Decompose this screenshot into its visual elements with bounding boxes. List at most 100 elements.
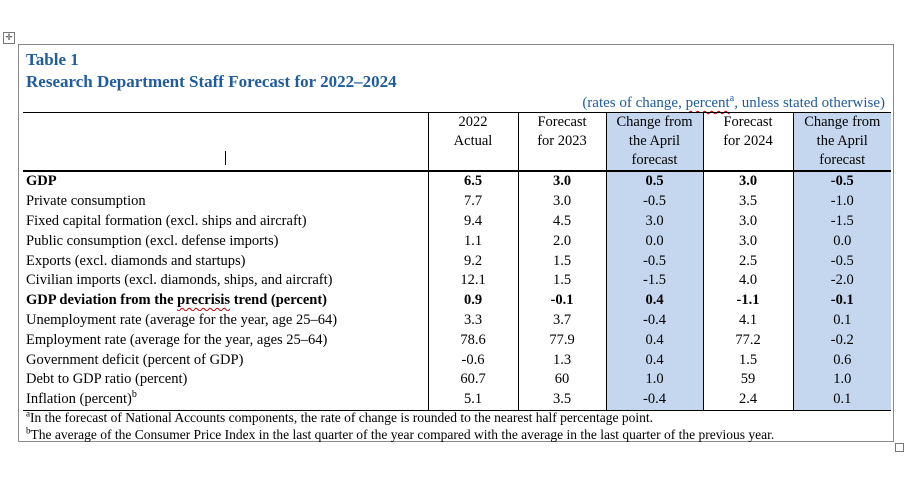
row-label: Exports (excl. diamonds and startups) — [26, 252, 246, 269]
units-note-prefix: (rates of change, — [582, 95, 686, 111]
value-cell: 1.5 — [517, 251, 606, 271]
value-cell: -1.5 — [792, 211, 891, 232]
value-cell: 1.5 — [517, 270, 606, 291]
row-label: Unemployment rate (average for the year,… — [26, 311, 338, 328]
value-cell: 3.3 — [427, 310, 518, 331]
column-header-line: forecast — [631, 152, 678, 168]
label-superscript: b — [131, 389, 137, 401]
column-header-1: Forecast for 2023 — [517, 112, 606, 172]
value-cell: -1.0 — [792, 191, 891, 212]
value-cell: 12.1 — [427, 270, 518, 291]
value-cell: 9.2 — [427, 251, 518, 271]
value-cell: 2.4 — [702, 389, 793, 411]
table-subtitle: Research Department Staff Forecast for 2… — [26, 72, 397, 91]
table-frame: Table 1 Research Department Staff Foreca… — [18, 44, 894, 442]
header-label-cell — [23, 112, 428, 172]
units-note-sup: a — [729, 93, 735, 104]
header-row: 2022 Actual Forecast for 2023 Change from t… — [23, 112, 891, 172]
value-cell: 0.5 — [605, 171, 703, 192]
value-cell: 3.0 — [605, 211, 703, 232]
row-label: Inflation (percent)b — [23, 389, 428, 411]
column-header-line: 2022 — [458, 114, 488, 130]
row-label: Civilian imports (excl. diamonds, ships,… — [26, 272, 333, 289]
footnote-mark: a — [26, 408, 30, 419]
column-header-line: for 2023 — [537, 133, 587, 149]
table-row: Debt to GDP ratio (percent) 60.7 60 1.0 59 1.… — [23, 369, 891, 390]
row-label: GDP deviation from the precrisis trend (… — [26, 292, 327, 309]
value-cell: -1.1 — [702, 290, 793, 311]
value-cell: 7.7 — [427, 191, 518, 212]
row-label: Government deficit (percent of GDP) — [26, 351, 244, 368]
value-cell: -0.5 — [792, 171, 891, 192]
row-label: Public consumption (excl. defense import… — [26, 232, 279, 249]
table-row: Civilian imports (excl. diamonds, ships,… — [23, 270, 891, 291]
value-cell: 0.0 — [792, 231, 891, 252]
table-row: Employment rate (average for the year, a… — [23, 330, 891, 351]
footnote-mark: b — [26, 425, 31, 436]
column-header-line: Forecast — [537, 114, 587, 130]
value-cell: -0.5 — [792, 251, 891, 271]
table-row: GDP 6.5 3.0 0.5 3.0 -0.5 — [23, 171, 891, 192]
units-note-percent: percent — [685, 95, 730, 111]
value-cell: 0.0 — [605, 231, 703, 252]
value-cell: 0.9 — [427, 290, 518, 311]
table-row: GDP deviation from the precrisis trend (… — [23, 290, 891, 311]
value-cell: 1.5 — [702, 350, 793, 370]
value-cell: 5.1 — [427, 389, 518, 411]
column-header-2: Change from the April forecast — [605, 112, 703, 172]
table-row: Public consumption (excl. defense import… — [23, 231, 891, 252]
row-label: Private consumption — [26, 193, 146, 210]
value-cell: 78.6 — [427, 330, 518, 351]
value-cell: 1.3 — [517, 350, 606, 370]
value-cell: 0.4 — [605, 350, 703, 370]
column-header-line — [432, 151, 515, 169]
value-cell: 60 — [517, 369, 606, 390]
table-move-handle-icon[interactable]: ✛ — [3, 32, 15, 44]
spell-check-word: precrisis — [177, 292, 231, 309]
column-header-4: Change from the April forecast — [792, 112, 891, 172]
value-cell: -1.5 — [605, 270, 703, 291]
value-cell: 0.1 — [792, 389, 891, 411]
value-cell: -0.4 — [605, 389, 703, 411]
value-cell: 77.9 — [517, 330, 606, 351]
row-label: Debt to GDP ratio (percent) — [26, 371, 188, 388]
value-cell: 3.0 — [702, 171, 793, 192]
footnote-text: The average of the Consumer Price Index … — [30, 427, 775, 442]
value-cell: 4.5 — [517, 211, 606, 232]
value-cell: -0.1 — [517, 290, 606, 311]
value-cell: -0.5 — [605, 251, 703, 271]
value-cell: 0.6 — [792, 350, 891, 370]
table-row: Exports (excl. diamonds and startups) 9.2… — [23, 251, 891, 271]
value-cell: -0.4 — [605, 310, 703, 331]
value-cell: 1.1 — [427, 231, 518, 252]
column-header-line: Actual — [453, 133, 493, 149]
column-header-line — [707, 151, 790, 169]
value-cell: 6.5 — [427, 171, 518, 192]
column-header-line: for 2024 — [723, 133, 773, 149]
value-cell: 3.0 — [702, 231, 793, 252]
value-cell: -0.5 — [605, 191, 703, 212]
value-cell: -0.6 — [427, 350, 518, 370]
value-cell: 4.1 — [702, 310, 793, 331]
units-note: (rates of change, percenta, unless state… — [582, 94, 885, 112]
value-cell: 2.0 — [517, 231, 606, 252]
footnote-b: bThe average of the Consumer Price Index… — [26, 426, 774, 443]
value-cell: 3.5 — [517, 389, 606, 411]
value-cell: 3.5 — [702, 191, 793, 212]
column-header-line: the April — [816, 133, 868, 149]
footnote-text: In the forecast of National Accounts com… — [30, 410, 654, 425]
units-note-suffix: , unless stated otherwise) — [734, 95, 885, 111]
table-resize-handle-icon[interactable] — [895, 443, 904, 452]
value-cell: 59 — [702, 369, 793, 390]
column-header-line: Change from — [804, 114, 881, 130]
value-cell: 0.4 — [605, 330, 703, 351]
value-cell: 0.1 — [792, 310, 891, 331]
value-cell: 4.0 — [702, 270, 793, 291]
value-cell: 3.7 — [517, 310, 606, 331]
title-block: Table 1 Research Department Staff Foreca… — [26, 49, 397, 93]
value-cell: 9.4 — [427, 211, 518, 232]
table-row: Fixed capital formation (excl. ships and… — [23, 211, 891, 232]
column-header-line: Forecast — [723, 114, 773, 130]
table-title: Table 1 — [26, 50, 79, 69]
table-row: Unemployment rate (average for the year,… — [23, 310, 891, 331]
